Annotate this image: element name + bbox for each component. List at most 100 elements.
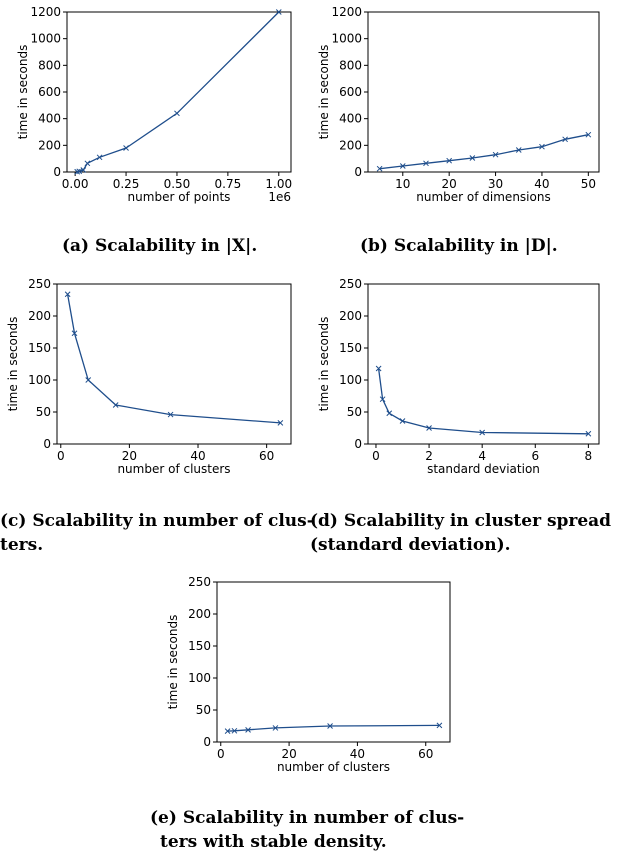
y-tick-label: 200 — [339, 309, 362, 323]
y-tick-label: 800 — [339, 58, 362, 72]
x-offset-label: 1e6 — [268, 190, 291, 204]
x-tick-label: 0.00 — [62, 177, 89, 191]
y-tick-label: 250 — [188, 575, 211, 589]
data-point-marker — [64, 291, 71, 298]
data-point-marker — [492, 151, 499, 158]
y-tick-label: 1200 — [30, 5, 61, 19]
y-tick-label: 400 — [38, 112, 61, 126]
x-axis-label: standard deviation — [427, 462, 540, 476]
y-tick-label: 600 — [339, 85, 362, 99]
x-tick-label: 0 — [217, 747, 225, 761]
plot-frame — [367, 283, 600, 445]
y-tick-label: 100 — [28, 373, 51, 387]
x-tick-label: 0.50 — [164, 177, 191, 191]
data-point-marker — [423, 160, 429, 167]
data-point-marker — [539, 143, 545, 150]
x-tick-label: 2 — [425, 449, 433, 463]
y-tick-label: 200 — [339, 138, 362, 152]
x-tick-label: 6 — [531, 449, 539, 463]
x-tick-label: 0 — [372, 449, 380, 463]
caption-c-line1: (c) Scalability in number of clus- — [0, 511, 314, 531]
chart-d-time-vs-std-dev: 0 2 4 6 8 0 50 100 150 200 250 standard deviation ti… — [317, 277, 600, 476]
data-point-marker — [446, 157, 453, 164]
y-tick-label: 50 — [347, 405, 362, 419]
data-point-marker — [426, 425, 432, 431]
y-axis-label: time in seconds — [166, 615, 180, 710]
data-point-marker — [74, 168, 81, 175]
data-point-marker — [272, 725, 279, 731]
data-point-marker — [469, 155, 476, 161]
data-point-marker — [277, 420, 284, 426]
y-tick-label: 200 — [38, 138, 61, 152]
y-tick-label: 0 — [53, 165, 61, 179]
y-tick-label: 0 — [354, 165, 362, 179]
data-point-marker — [515, 147, 522, 153]
series-line — [379, 134, 589, 170]
data-point-marker — [436, 722, 443, 729]
y-tick-label: 50 — [36, 405, 51, 419]
plot-frame — [216, 581, 451, 743]
data-point-marker — [231, 727, 238, 734]
y-tick-label: 150 — [339, 341, 362, 355]
y-tick-label: 600 — [38, 85, 61, 99]
y-tick-label: 400 — [339, 112, 362, 126]
data-point-marker — [245, 726, 251, 733]
data-point-marker — [84, 160, 91, 167]
data-point-marker — [562, 136, 568, 143]
chart-e-time-vs-clusters-stable-density: 0 20 40 60 0 50 100 150 200 250 number of clusters… — [166, 575, 451, 774]
data-point-marker — [71, 330, 78, 337]
x-tick-label: 40 — [190, 449, 205, 463]
data-point-marker — [585, 430, 592, 437]
y-tick-label: 250 — [28, 277, 51, 291]
y-tick-label: 150 — [28, 341, 51, 355]
caption-b: (b) Scalability in |D|. — [360, 236, 558, 256]
x-tick-label: 1.00 — [265, 177, 292, 191]
x-tick-label: 20 — [281, 747, 296, 761]
data-point-marker — [479, 429, 486, 436]
data-point-marker — [174, 110, 180, 117]
data-point-marker — [386, 410, 393, 417]
x-tick-label: 20 — [442, 177, 457, 191]
y-tick-label: 0 — [203, 735, 211, 749]
data-point-marker — [327, 723, 333, 729]
y-tick-label: 100 — [339, 373, 362, 387]
data-point-marker — [80, 167, 87, 173]
y-tick-label: 1000 — [331, 32, 362, 46]
y-axis-label: time in seconds — [317, 45, 331, 140]
x-axis-label: number of clusters — [117, 462, 230, 476]
caption-d-line2: (standard deviation). — [310, 535, 511, 555]
y-axis-label: time in seconds — [16, 45, 30, 140]
data-point-marker — [275, 9, 282, 15]
data-point-marker — [585, 131, 592, 138]
x-axis-label: number of clusters — [277, 760, 390, 774]
series-line — [227, 724, 440, 732]
y-tick-label: 200 — [188, 607, 211, 621]
y-tick-label: 0 — [43, 437, 51, 451]
y-tick-label: 50 — [196, 703, 211, 717]
y-tick-label: 250 — [339, 277, 362, 291]
data-point-marker — [96, 154, 103, 161]
plot-frame — [56, 283, 292, 445]
data-point-marker — [76, 168, 83, 175]
caption-e-line2: ters with stable density. — [160, 832, 387, 852]
x-tick-label: 60 — [418, 747, 433, 761]
x-tick-label: 50 — [581, 177, 596, 191]
y-axis-label: time in seconds — [317, 317, 331, 412]
x-tick-label: 40 — [350, 747, 365, 761]
data-point-marker — [167, 411, 174, 418]
x-tick-label: 10 — [395, 177, 410, 191]
x-tick-label: 40 — [534, 177, 549, 191]
caption-e-line1: (e) Scalability in number of clus- — [150, 808, 465, 828]
data-point-marker — [123, 145, 129, 151]
x-tick-label: 20 — [122, 449, 137, 463]
data-point-marker — [379, 396, 386, 403]
data-point-marker — [399, 418, 406, 424]
y-tick-label: 1000 — [30, 32, 61, 46]
x-tick-label: 30 — [488, 177, 503, 191]
caption-a: (a) Scalability in |X|. — [62, 236, 258, 256]
chart-c-time-vs-clusters: 0 20 40 60 0 50 100 150 200 250 number of clusters… — [6, 277, 292, 476]
series-line — [66, 294, 281, 424]
data-point-marker — [399, 163, 406, 169]
data-point-marker — [224, 728, 231, 734]
x-axis-label: number of points — [128, 190, 231, 204]
